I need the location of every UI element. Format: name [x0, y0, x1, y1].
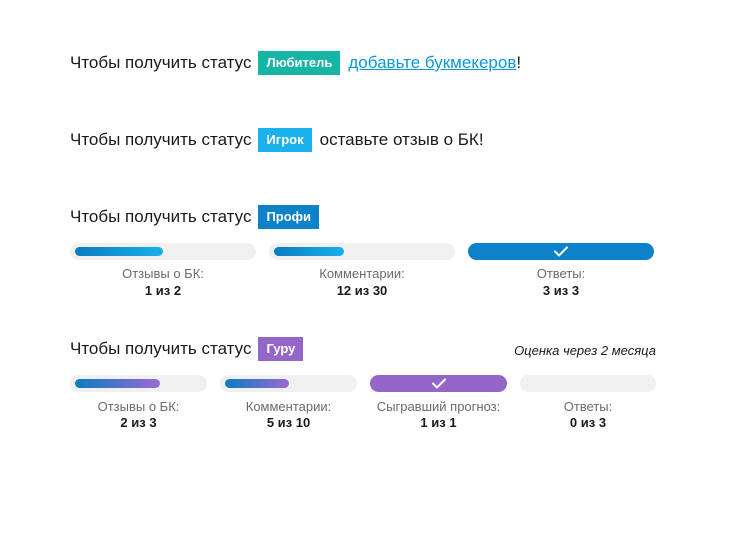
- status-badge-profi: Профи: [258, 205, 320, 229]
- progress-bar-2: [269, 243, 455, 260]
- requirement-value: 3 из 3: [542, 283, 580, 298]
- status-badge-igrok: Игрок: [258, 128, 312, 152]
- status-badge-guru: Гуру: [258, 337, 304, 361]
- requirement-value: 1 из 1: [420, 415, 457, 430]
- progress-fill: [274, 247, 344, 256]
- progress-bar-4: [520, 375, 656, 392]
- check-icon: [431, 378, 446, 388]
- status-prefix: Чтобы получить статус: [70, 130, 252, 149]
- requirement-label: Ответы:: [536, 266, 586, 281]
- check-icon: [554, 246, 568, 256]
- progress-bar-1: [70, 243, 256, 260]
- leave-review-text: оставьте отзыв о БК!: [319, 130, 484, 149]
- requirement-label: Комментарии:: [319, 266, 405, 281]
- progress-bar-2: [220, 375, 357, 392]
- requirement-value: 1 из 2: [144, 283, 182, 298]
- status-row-igrok: Чтобы получить статус Игрок оставьте отз…: [70, 127, 484, 153]
- status-prefix: Чтобы получить статус: [70, 339, 252, 358]
- requirement-value: 12 из 30: [336, 283, 388, 298]
- requirement-value: 5 из 10: [266, 415, 311, 430]
- status-prefix: Чтобы получить статус: [70, 53, 252, 72]
- rating-note: Оценка через 2 месяца: [514, 343, 656, 358]
- progress-fill: [75, 247, 163, 256]
- add-bookmakers-link[interactable]: добавьте букмекеров: [348, 53, 517, 72]
- status-row-lyubitel: Чтобы получить статус Любитель добавьте …: [70, 50, 521, 76]
- status-row-profi: Чтобы получить статус Профи: [70, 204, 327, 230]
- progress-bar-3: [468, 243, 654, 260]
- requirement-label: Отзывы о БК:: [122, 266, 204, 281]
- requirement-label: Отзывы о БК:: [97, 399, 180, 414]
- status-prefix: Чтобы получить статус: [70, 207, 252, 226]
- status-badge-lyubitel: Любитель: [258, 51, 341, 75]
- status-row-guru: Чтобы получить статус Гуру: [70, 336, 311, 362]
- progress-bar-1: [70, 375, 207, 392]
- exclamation: !: [516, 53, 522, 72]
- requirement-value: 2 из 3: [120, 415, 157, 430]
- requirement-label: Сыгравший прогноз:: [376, 399, 501, 414]
- requirement-label: Ответы:: [563, 399, 613, 414]
- progress-bar-3: [370, 375, 507, 392]
- requirement-label: Комментарии:: [245, 399, 332, 414]
- progress-fill: [75, 379, 160, 388]
- requirement-value: 0 из 3: [569, 415, 607, 430]
- progress-fill: [225, 379, 289, 388]
